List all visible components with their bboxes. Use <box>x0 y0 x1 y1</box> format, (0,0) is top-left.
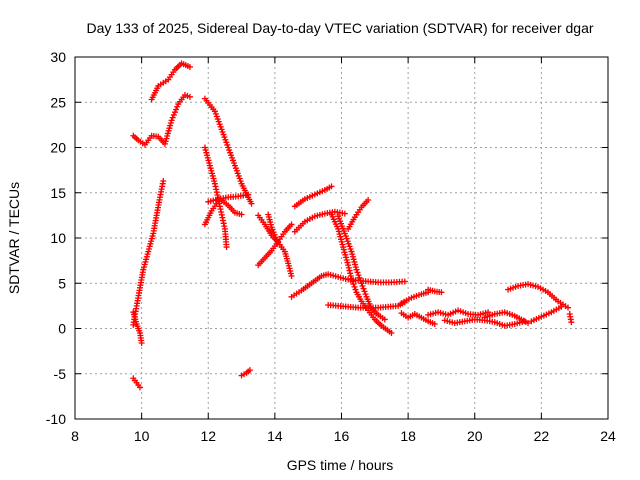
x-tick-labels: 8 10 12 14 16 18 20 22 24 <box>71 428 616 444</box>
y-tick-label: -10 <box>46 411 66 427</box>
data-points <box>130 60 575 391</box>
data-point <box>168 117 175 124</box>
x-tick-label: 16 <box>334 428 350 444</box>
x-tick-label: 24 <box>600 428 616 444</box>
series-track-5 <box>130 375 143 391</box>
data-point <box>138 339 145 346</box>
data-point <box>345 264 352 271</box>
series-track-19 <box>325 299 408 311</box>
data-point <box>353 266 360 273</box>
series-track-2 <box>148 60 193 103</box>
y-tick-label: 15 <box>50 185 66 201</box>
data-point <box>347 270 354 277</box>
data-point <box>171 109 178 116</box>
series-track-23 <box>425 307 492 318</box>
series-track-26 <box>505 281 572 311</box>
series-track-17 <box>345 196 372 232</box>
data-point <box>354 269 361 276</box>
x-tick-label: 20 <box>467 428 483 444</box>
x-tick-label: 18 <box>400 428 416 444</box>
axis-ticks <box>74 56 609 420</box>
data-point <box>136 384 143 391</box>
data-point <box>431 320 438 327</box>
data-point <box>362 291 369 298</box>
data-point <box>246 367 253 374</box>
y-axis-title: SDTVAR / TECUs <box>6 182 22 294</box>
data-point <box>345 262 352 269</box>
data-point <box>328 183 335 190</box>
data-point <box>525 320 532 327</box>
data-point <box>355 272 362 279</box>
data-point <box>273 236 280 243</box>
data-point <box>565 304 572 311</box>
series-track-1 <box>130 92 193 148</box>
x-tick-label: 14 <box>267 428 283 444</box>
data-point <box>346 267 353 274</box>
series-track-27 <box>528 303 565 325</box>
series-track-28 <box>566 311 575 326</box>
data-point <box>288 221 295 228</box>
data-point <box>186 63 193 70</box>
data-point <box>186 93 193 100</box>
data-point <box>245 191 252 198</box>
data-point <box>485 309 492 316</box>
y-tick-labels: -10 -5 0 5 10 15 20 25 30 <box>46 49 66 427</box>
series-track-18 <box>288 271 408 300</box>
data-point <box>169 114 176 121</box>
data-point <box>356 274 363 281</box>
data-point <box>359 282 366 289</box>
data-point <box>288 273 295 280</box>
data-point <box>173 106 180 113</box>
data-point <box>351 283 358 290</box>
x-tick-label: 10 <box>134 428 150 444</box>
data-point <box>352 286 359 293</box>
series-track-16 <box>335 213 388 323</box>
x-tick-label: 22 <box>534 428 550 444</box>
series-track-3 <box>130 177 167 328</box>
chart-title: Day 133 of 2025, Sidereal Day-to-day VTE… <box>86 20 593 36</box>
series-track-8 <box>201 196 245 228</box>
data-point <box>160 177 167 184</box>
y-tick-label: 5 <box>58 275 66 291</box>
series-track-4 <box>130 309 145 346</box>
data-point <box>401 278 408 285</box>
series-track-14 <box>291 208 348 235</box>
data-point <box>388 330 395 337</box>
series-track-11 <box>255 221 295 269</box>
series-track-20 <box>398 289 432 307</box>
data-point <box>238 211 245 218</box>
series-track-22 <box>425 286 445 296</box>
data-point <box>568 319 575 326</box>
y-tick-label: 30 <box>50 49 66 65</box>
data-point <box>360 285 367 292</box>
series-track-9 <box>205 191 252 205</box>
series-track-13 <box>291 183 335 210</box>
data-point <box>341 210 348 217</box>
data-point <box>248 200 255 207</box>
x-axis-title: GPS time / hours <box>287 457 394 473</box>
series-track-21 <box>398 310 438 327</box>
data-point <box>558 303 565 310</box>
series-track-29 <box>238 367 253 379</box>
data-point <box>170 111 177 118</box>
y-tick-label: 20 <box>50 140 66 156</box>
y-tick-label: 25 <box>50 94 66 110</box>
series-track-12 <box>265 211 280 243</box>
data-point <box>365 196 372 203</box>
x-tick-label: 12 <box>200 428 216 444</box>
data-point <box>174 103 181 110</box>
data-point <box>381 316 388 323</box>
series-track-25 <box>481 309 532 327</box>
grid-lines <box>75 57 608 419</box>
y-tick-label: 0 <box>58 321 66 337</box>
series-track-6 <box>201 95 255 207</box>
x-tick-label: 8 <box>71 428 79 444</box>
data-point <box>223 244 230 251</box>
y-tick-label: -5 <box>54 366 67 382</box>
data-point <box>361 288 368 295</box>
y-tick-label: 10 <box>50 230 66 246</box>
data-point <box>438 289 445 296</box>
